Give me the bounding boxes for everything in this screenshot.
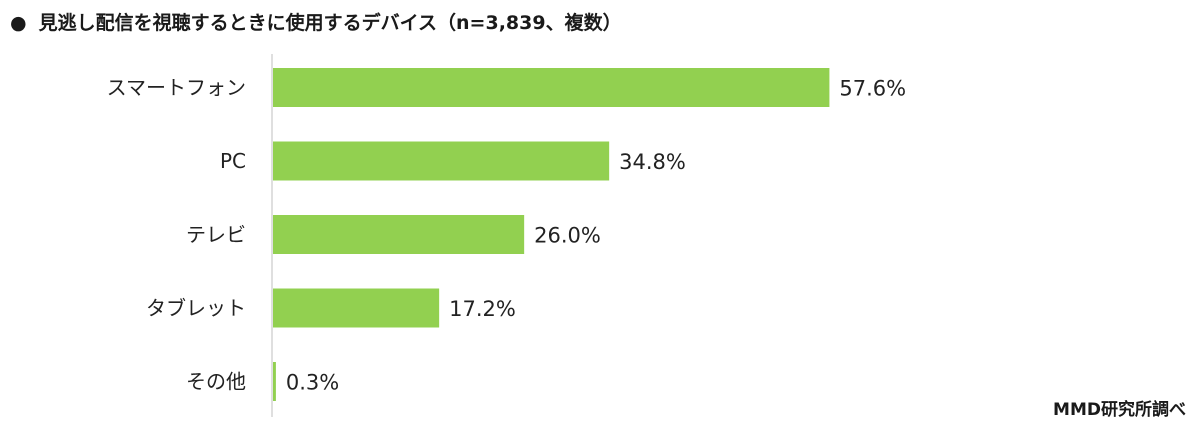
bar-4 bbox=[273, 362, 276, 401]
value-label-0: 57.6% bbox=[839, 77, 906, 101]
bar-3 bbox=[273, 288, 440, 328]
category-label-0: スマートフォン bbox=[107, 76, 246, 100]
chart-title-text: 見逃し配信を視聴するときに使用するデバイス（n=3,839、複数） bbox=[38, 12, 622, 34]
source-credit: MMD研究所調べ bbox=[1053, 400, 1186, 420]
value-label-3: 17.2% bbox=[449, 297, 516, 321]
title-bullet: ● bbox=[10, 12, 27, 34]
chart-title: ● 見逃し配信を視聴するときに使用するデバイス（n=3,839、複数） bbox=[10, 8, 622, 35]
value-label-4: 0.3% bbox=[286, 371, 339, 395]
value-label-2: 26.0% bbox=[534, 224, 601, 248]
bar-2 bbox=[273, 215, 525, 254]
category-label-4: その他 bbox=[186, 370, 246, 394]
bar-1 bbox=[273, 141, 610, 181]
category-label-3: タブレット bbox=[146, 296, 246, 320]
bar-0 bbox=[273, 68, 830, 107]
category-label-2: テレビ bbox=[186, 223, 246, 247]
value-label-1: 34.8% bbox=[619, 150, 686, 174]
category-label-1: PC bbox=[220, 149, 246, 173]
